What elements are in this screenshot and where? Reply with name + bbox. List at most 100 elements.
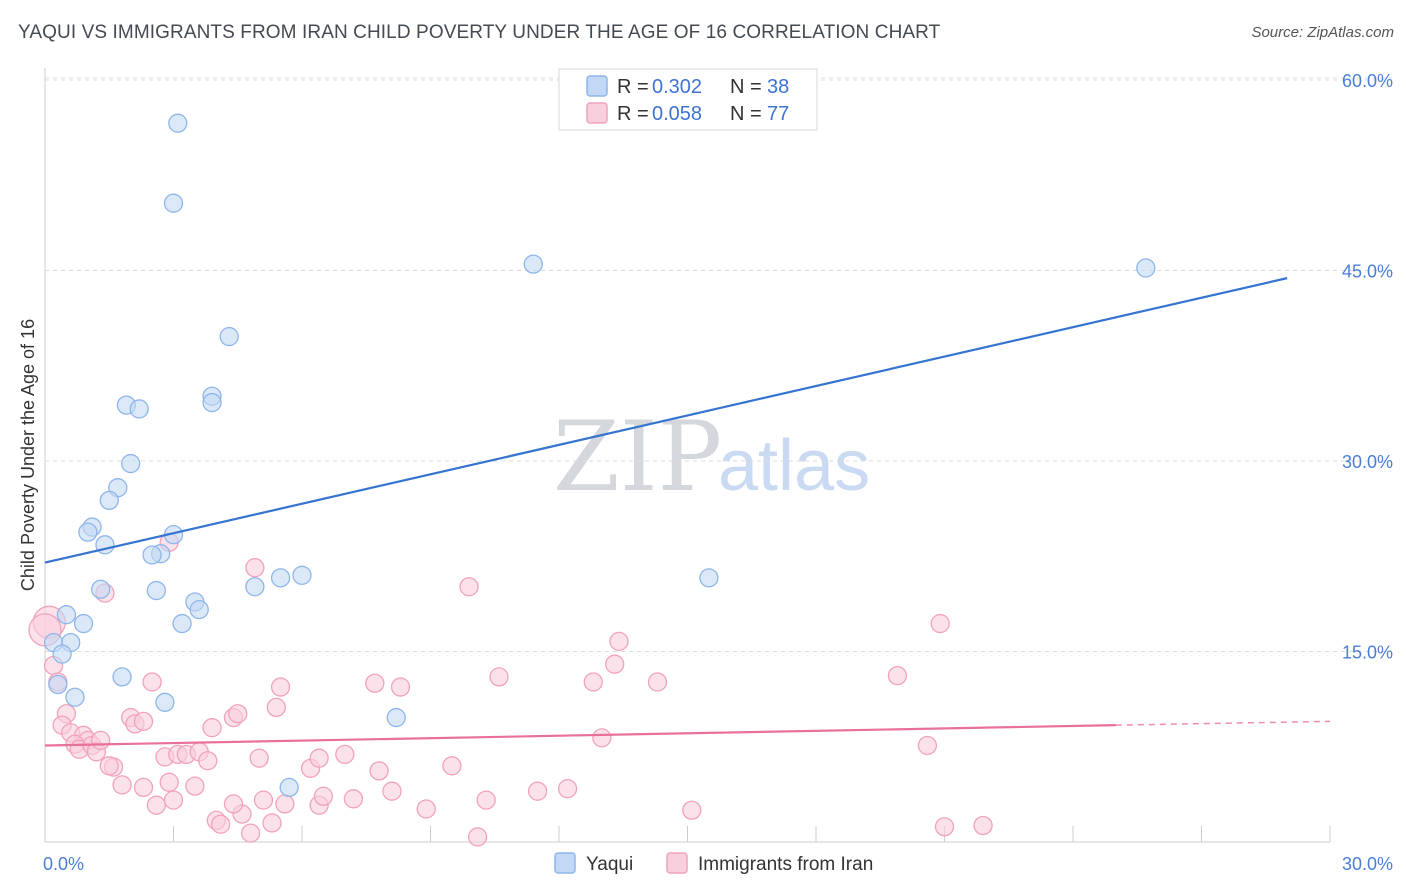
iran-point: [592, 728, 612, 748]
iran-point: [112, 775, 132, 795]
watermark-zip-text: ZIP: [553, 401, 722, 513]
bottom-legend: Yaqui Immigrants from Iran: [554, 852, 873, 875]
x-tick-label-max: 30.0%: [1342, 854, 1393, 874]
legend-box: R = 0.302 N = 38 R = 0.058 N = 77: [558, 68, 818, 131]
iran-point: [253, 790, 274, 810]
y-tick-label: 60.0%: [1342, 71, 1393, 91]
yaqui-point: [163, 193, 184, 213]
iran-trend-extension: [1115, 720, 1331, 726]
legend-n-value-yaqui: 38: [767, 76, 789, 98]
bottom-legend-label-yaqui: Yaqui: [586, 854, 633, 875]
y-tick-label: 15.0%: [1342, 643, 1393, 663]
yaqui-point: [121, 453, 141, 474]
iran-point: [973, 815, 993, 836]
iran-point: [185, 776, 205, 796]
y-tick-label: 45.0%: [1342, 262, 1393, 282]
iran-point: [583, 672, 603, 692]
iran-point: [262, 813, 282, 833]
iran-point: [390, 677, 411, 697]
iran-point: [313, 786, 334, 806]
series-immigrants-from-iran: [28, 532, 993, 847]
yaqui-point: [52, 644, 72, 664]
iran-point: [133, 711, 154, 731]
iran-point: [99, 756, 119, 776]
iran-point: [527, 781, 548, 801]
iran-point: [202, 718, 222, 738]
iran-point: [163, 790, 184, 810]
yaqui-point: [1136, 258, 1156, 278]
bottom-legend-swatch-iran: [666, 852, 688, 874]
yaqui-point: [245, 577, 265, 597]
bottom-legend-label-iran: Immigrants from Iran: [698, 854, 873, 875]
watermark-atlas-text: atlas: [718, 426, 870, 506]
legend-swatch-yaqui: [586, 75, 608, 97]
yaqui-point: [172, 613, 192, 634]
legend-swatch-iran: [586, 102, 608, 124]
yaqui-trend-line: [44, 277, 1288, 564]
yaqui-point: [292, 565, 312, 585]
bottom-legend-swatch-yaqui: [554, 852, 576, 874]
iran-point: [343, 789, 364, 809]
iran-point: [382, 781, 402, 801]
yaqui-point: [386, 707, 406, 728]
yaqui-point: [91, 579, 111, 599]
iran-point: [133, 777, 154, 798]
iran-point: [605, 654, 625, 674]
iran-point: [609, 631, 629, 651]
iran-point: [442, 756, 462, 776]
iran-point: [557, 779, 578, 799]
iran-point: [266, 697, 286, 718]
x-tick-label-min: 0.0%: [43, 854, 84, 874]
yaqui-point: [99, 490, 119, 511]
iran-point: [240, 823, 261, 843]
legend-r-value-yaqui: 0.302: [652, 76, 702, 98]
iran-point: [489, 667, 509, 687]
iran-trend-line: [44, 724, 1116, 747]
yaqui-point: [168, 113, 188, 133]
iran-point: [335, 744, 355, 765]
legend-n-label-yaqui: N =: [730, 76, 762, 98]
iran-point: [887, 665, 908, 686]
yaqui-point: [48, 674, 68, 695]
chart-title: YAQUI VS IMMIGRANTS FROM IRAN CHILD POVE…: [18, 22, 941, 43]
yaqui-point: [523, 254, 543, 274]
yaqui-point: [65, 687, 85, 707]
iran-point: [682, 800, 702, 820]
iran-point: [369, 761, 389, 781]
iran-point: [223, 794, 244, 814]
iran-point: [416, 799, 436, 819]
yaqui-point: [155, 692, 175, 712]
legend-n-label-iran: N =: [730, 103, 762, 125]
legend-n-value-iran: 77: [767, 103, 789, 125]
yaqui-point: [112, 667, 132, 687]
iran-point: [476, 790, 496, 810]
yaqui-point: [202, 392, 222, 413]
x-tick-labels: 0.0% 30.0%: [43, 854, 1393, 874]
yaqui-point: [146, 580, 167, 601]
iran-point: [275, 794, 295, 814]
iran-point: [198, 751, 218, 771]
yaqui-point: [279, 777, 299, 798]
iran-point: [647, 672, 668, 692]
iran-point: [91, 730, 111, 751]
iran-point: [146, 795, 167, 815]
iran-point: [159, 772, 179, 792]
iran-point: [270, 677, 291, 697]
iran-point: [228, 704, 248, 724]
yaqui-point: [78, 522, 98, 542]
iran-point: [467, 827, 488, 847]
iran-point: [365, 673, 385, 693]
yaqui-point: [189, 599, 209, 620]
y-axis-title: Child Poverty Under the Age of 16: [18, 319, 38, 591]
yaqui-point: [142, 545, 162, 565]
legend-r-label-yaqui: R =: [617, 76, 649, 98]
watermark: ZIP atlas: [553, 401, 870, 513]
iran-point: [210, 814, 231, 834]
iran-point: [142, 672, 162, 692]
iran-point: [917, 735, 938, 756]
iran-point: [934, 817, 955, 837]
legend-r-value-iran: 0.058: [652, 103, 702, 125]
yaqui-point: [219, 326, 239, 347]
y-tick-label: 30.0%: [1342, 452, 1393, 472]
legend-r-label-iran: R =: [617, 103, 649, 125]
